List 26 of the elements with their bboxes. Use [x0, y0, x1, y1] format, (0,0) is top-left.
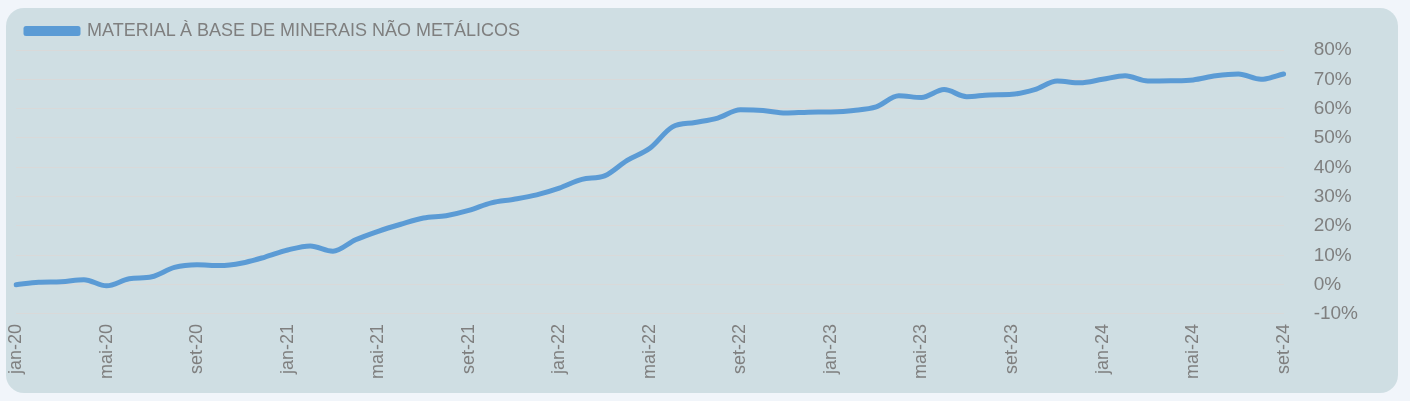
y-tick-label: 50%: [1313, 126, 1352, 148]
y-tick-label: -10%: [1313, 302, 1359, 324]
x-tick-label: set-23: [1000, 323, 1021, 375]
legend-label: MATERIAL À BASE DE MINERAIS NÃO METÁLICOS: [87, 18, 521, 40]
y-tick-label: 70%: [1313, 67, 1352, 89]
y-tick-label: 0%: [1313, 272, 1342, 294]
x-tick-label: set-20: [186, 323, 207, 375]
x-tick-label: mai-22: [638, 323, 659, 380]
x-tick-label: set-21: [457, 323, 478, 375]
y-tick-label: 30%: [1313, 184, 1352, 206]
x-tick-label: jan-22: [548, 323, 569, 376]
y-tick-label: 10%: [1313, 243, 1352, 265]
y-tick-label: 20%: [1313, 214, 1352, 236]
x-tick-label: jan-21: [276, 323, 297, 376]
x-tick-label: jan-20: [4, 323, 25, 376]
y-tick-label: 80%: [1313, 38, 1352, 60]
x-tick-label: jan-24: [1091, 323, 1112, 376]
x-tick-label: jan-23: [819, 323, 840, 376]
y-tick-label: 40%: [1313, 155, 1352, 177]
x-tick-label: mai-20: [95, 323, 116, 380]
x-tick-label: mai-21: [367, 323, 388, 380]
x-tick-label: mai-23: [910, 323, 931, 380]
x-tick-label: set-24: [1272, 323, 1293, 375]
y-tick-label: 60%: [1313, 96, 1352, 118]
x-tick-label: mai-24: [1182, 323, 1203, 380]
x-tick-label: set-22: [729, 323, 750, 375]
